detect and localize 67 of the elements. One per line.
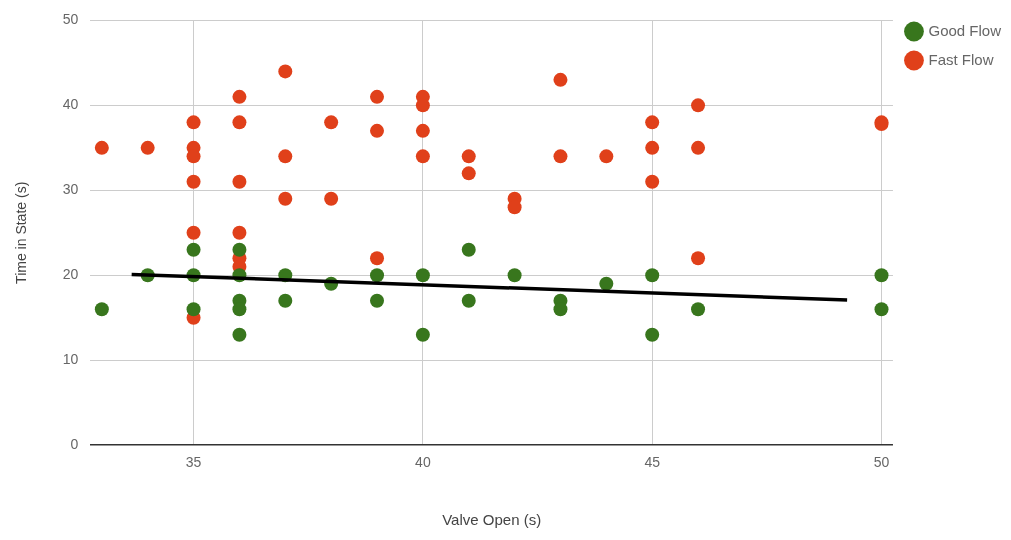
y-tick-label: 50 bbox=[62, 11, 79, 28]
point bbox=[415, 149, 430, 164]
point bbox=[415, 327, 430, 342]
point bbox=[553, 149, 568, 164]
point bbox=[232, 89, 247, 104]
y-tick-label: 10 bbox=[62, 351, 79, 368]
point bbox=[599, 276, 614, 291]
point bbox=[324, 191, 339, 206]
x-tick-label: 35 bbox=[185, 454, 202, 471]
point bbox=[507, 200, 522, 215]
point bbox=[461, 242, 476, 257]
point bbox=[415, 268, 430, 283]
point bbox=[140, 140, 155, 155]
x-tick-label: 40 bbox=[415, 454, 431, 471]
point bbox=[186, 302, 201, 317]
point bbox=[186, 242, 201, 257]
point bbox=[415, 123, 430, 138]
y-tick-label: 0 bbox=[70, 436, 79, 453]
point bbox=[232, 115, 247, 130]
point bbox=[691, 140, 706, 155]
point bbox=[94, 140, 109, 155]
point bbox=[874, 302, 889, 317]
point bbox=[645, 327, 660, 342]
point bbox=[370, 89, 385, 104]
point bbox=[507, 268, 522, 283]
point bbox=[645, 174, 660, 189]
point bbox=[599, 149, 614, 164]
point bbox=[691, 98, 706, 113]
point bbox=[370, 123, 385, 138]
point bbox=[553, 302, 568, 317]
point bbox=[645, 140, 660, 155]
point bbox=[461, 149, 476, 164]
point bbox=[370, 268, 385, 283]
y-axis-title: Time in State (s) bbox=[13, 181, 30, 284]
point bbox=[278, 293, 293, 308]
x-axis-title: Valve Open (s) bbox=[442, 511, 542, 529]
point bbox=[370, 293, 385, 308]
point bbox=[278, 191, 293, 206]
point bbox=[874, 268, 889, 283]
legend-label: Fast Flow bbox=[928, 50, 994, 68]
point bbox=[645, 268, 660, 283]
point bbox=[232, 242, 247, 257]
y-tick-label: 20 bbox=[62, 266, 79, 283]
point bbox=[232, 225, 247, 240]
point bbox=[186, 115, 201, 130]
point bbox=[232, 174, 247, 189]
point bbox=[691, 251, 706, 266]
x-tick-label: 45 bbox=[644, 454, 661, 471]
point bbox=[94, 302, 109, 317]
point bbox=[278, 64, 293, 79]
point bbox=[415, 98, 430, 113]
y-tick-label: 40 bbox=[62, 96, 79, 113]
point bbox=[278, 149, 293, 164]
point bbox=[232, 302, 247, 317]
point bbox=[461, 166, 476, 181]
point bbox=[645, 115, 660, 130]
point bbox=[186, 174, 201, 189]
legend-label: Good Flow bbox=[928, 21, 1002, 39]
point bbox=[370, 251, 385, 266]
point bbox=[232, 327, 247, 342]
point bbox=[324, 115, 339, 130]
point bbox=[186, 225, 201, 240]
point bbox=[691, 302, 706, 317]
y-tick-label: 30 bbox=[62, 181, 79, 198]
x-tick-label: 50 bbox=[873, 454, 890, 471]
point bbox=[461, 293, 476, 308]
point bbox=[553, 72, 568, 87]
